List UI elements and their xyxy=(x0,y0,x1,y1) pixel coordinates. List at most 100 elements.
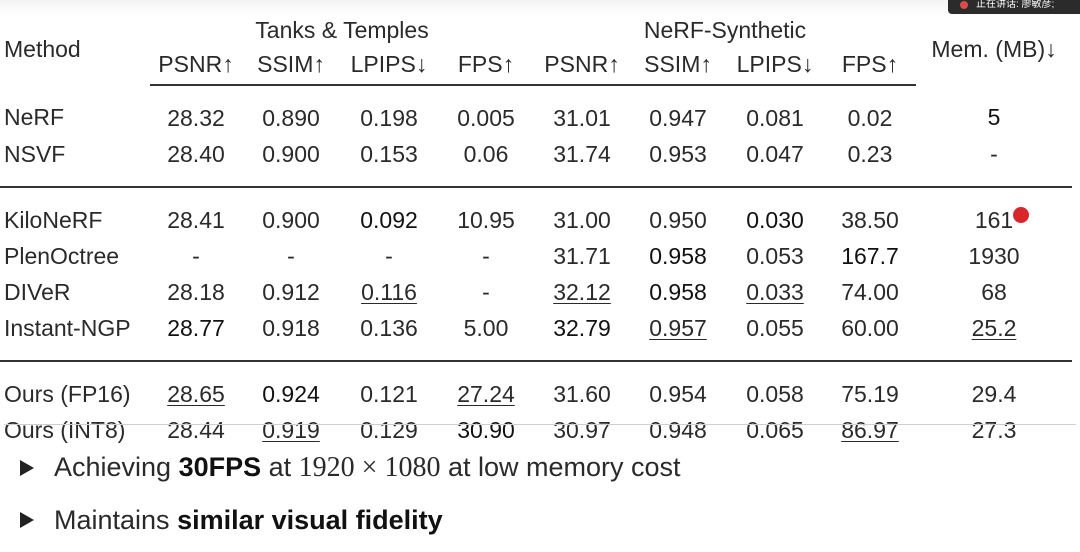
table-cell: 28.18 xyxy=(167,278,225,305)
table-cell: 27.3 xyxy=(971,416,1017,443)
table-cell: 0.033 xyxy=(746,278,804,305)
table-cell: 10.95 xyxy=(457,206,515,233)
table-row: PlenOctree - - - - 31.71 0.958 0.053 167… xyxy=(0,238,1072,274)
bullet-emphasis: similar visual fidelity xyxy=(177,504,443,535)
table-cell: 60.00 xyxy=(824,310,916,362)
table-row: KiloNeRF 28.41 0.900 0.092 10.95 31.00 0… xyxy=(0,187,1072,238)
table-cell: 25.2 xyxy=(916,310,1072,362)
memory-header: Mem. (MB)↓ xyxy=(931,36,1057,62)
table-cell: - xyxy=(482,242,490,269)
metric-header: FPS↑ xyxy=(824,44,916,86)
table-cell: 28.32 xyxy=(167,104,225,131)
table-cell: 29.4 xyxy=(971,380,1017,407)
table-cell: 0.116 xyxy=(361,278,417,305)
triangle-bullet-icon xyxy=(20,512,34,528)
table-cell: 28.44 xyxy=(167,416,225,443)
table-cell: 68 xyxy=(981,278,1007,305)
table-cell: 0.053 xyxy=(746,242,804,269)
bullet-item: Achieving 30FPS at 1920 × 1080 at low me… xyxy=(20,448,1020,488)
table-cell: 0.121 xyxy=(360,380,418,407)
bullet-text-part: at low memory cost xyxy=(440,452,681,482)
table-cell: 38.50 xyxy=(841,206,899,233)
bullet-text: Maintains similar visual fidelity xyxy=(54,505,443,536)
group-header-nerf-synthetic: NeRF-Synthetic xyxy=(643,17,807,43)
table-cell: 161 xyxy=(974,206,1014,233)
table-cell: 0.047 xyxy=(726,136,824,188)
group-header-tanks-temples: Tanks & Temples xyxy=(255,17,429,43)
metric-header: SSIM↑ xyxy=(242,44,340,86)
table-cell: 0.005 xyxy=(457,104,515,131)
table-cell: 0.919 xyxy=(262,416,320,443)
table-cell: 0.912 xyxy=(262,278,320,305)
method-cell: PlenOctree xyxy=(4,242,120,269)
table-cell: 0.092 xyxy=(360,206,418,233)
table-row: Ours (FP16) 28.65 0.924 0.121 27.24 31.6… xyxy=(0,361,1072,412)
table-cell: 31.60 xyxy=(553,380,611,407)
top-strip xyxy=(0,0,1080,16)
method-header: Method xyxy=(4,36,81,62)
table-cell: 0.900 xyxy=(242,136,340,188)
table-cell: 28.41 xyxy=(167,206,225,233)
table-cell: 32.79 xyxy=(534,310,630,362)
table-cell: 31.01 xyxy=(553,104,611,131)
table-cell: 0.23 xyxy=(824,136,916,188)
metric-header: LPIPS↓ xyxy=(340,44,438,86)
table-row: NeRF 28.32 0.890 0.198 0.005 31.01 0.947… xyxy=(0,85,1072,136)
table-cell: 32.12 xyxy=(553,278,611,305)
results-table: Method Tanks & Temples NeRF-Synthetic Me… xyxy=(0,14,1072,448)
table-row: DIVeR 28.18 0.912 0.116 - 32.12 0.958 0.… xyxy=(0,274,1072,310)
table-cell: 28.40 xyxy=(150,136,242,188)
metric-header: SSIM↑ xyxy=(630,44,726,86)
metric-header: PSNR↑ xyxy=(534,44,630,86)
table-cell: - xyxy=(385,242,393,269)
table-cell: 0.153 xyxy=(340,136,438,188)
table-cell: - xyxy=(192,242,200,269)
table-cell: 167.7 xyxy=(841,242,899,269)
table-cell: 31.74 xyxy=(534,136,630,188)
metric-header-row: PSNR↑ SSIM↑ LPIPS↓ FPS↑ PSNR↑ SSIM↑ LPIP… xyxy=(0,44,1072,86)
table-cell: - xyxy=(482,278,490,305)
table-cell: - xyxy=(287,242,295,269)
triangle-bullet-icon xyxy=(20,460,34,476)
metric-header: PSNR↑ xyxy=(150,44,242,86)
table-cell: 0.950 xyxy=(649,206,707,233)
table-cell: 0.129 xyxy=(360,416,418,443)
table-cell: 1930 xyxy=(968,242,1020,269)
table-cell: 0.900 xyxy=(262,206,320,233)
table-cell: 0.953 xyxy=(630,136,726,188)
table-cell: 5 xyxy=(987,104,1001,130)
laser-pointer-dot xyxy=(1013,207,1029,223)
table-row: NSVF 28.40 0.900 0.153 0.06 31.74 0.953 … xyxy=(0,136,1072,188)
table-cell: 0.06 xyxy=(438,136,534,188)
table-bottom-rule xyxy=(4,424,1076,425)
table-cell: 0.02 xyxy=(847,104,893,131)
table-cell: 28.77 xyxy=(150,310,242,362)
group-header-row: Method Tanks & Temples NeRF-Synthetic Me… xyxy=(0,14,1072,62)
bullet-list: Achieving 30FPS at 1920 × 1080 at low me… xyxy=(20,448,1020,552)
resolution-math: 1920 × 1080 xyxy=(298,452,441,483)
table-cell: 28.65 xyxy=(167,380,225,407)
table-cell: 0.958 xyxy=(649,242,707,269)
method-cell: Ours (INT8) xyxy=(4,416,126,443)
bullet-text: Achieving 30FPS at 1920 × 1080 at low me… xyxy=(54,452,681,484)
table-cell: - xyxy=(916,136,1072,188)
speaker-indicator: 正在讲话: 廖敏彦; xyxy=(948,0,1080,14)
table-cell: 0.081 xyxy=(746,104,804,131)
table-cell: 0.957 xyxy=(630,310,726,362)
method-cell: Instant-NGP xyxy=(0,310,150,362)
method-cell: Ours (FP16) xyxy=(4,380,131,407)
table-cell: 31.71 xyxy=(553,242,611,269)
table-cell: 30.97 xyxy=(553,416,611,443)
method-cell: NeRF xyxy=(4,104,65,130)
table-cell: 0.947 xyxy=(649,104,707,131)
table-cell: 0.948 xyxy=(649,416,707,443)
table-cell: 27.24 xyxy=(457,380,515,407)
table-cell: 74.00 xyxy=(841,278,899,305)
table-cell: 0.198 xyxy=(360,104,418,131)
table-cell: 0.890 xyxy=(262,104,320,131)
metric-header: LPIPS↓ xyxy=(726,44,824,86)
table-row: Instant-NGP 28.77 0.918 0.136 5.00 32.79… xyxy=(0,310,1072,362)
table-cell: 30.90 xyxy=(457,416,515,443)
table-cell: 0.918 xyxy=(242,310,340,362)
table-cell: 0.055 xyxy=(726,310,824,362)
